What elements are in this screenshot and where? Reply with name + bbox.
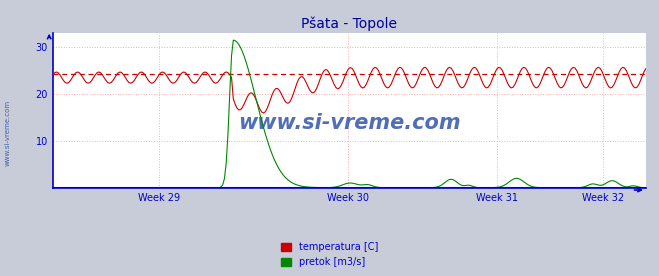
Legend: temperatura [C], pretok [m3/s]: temperatura [C], pretok [m3/s] <box>277 238 382 271</box>
Text: www.si-vreme.com: www.si-vreme.com <box>5 99 11 166</box>
Title: Pšata - Topole: Pšata - Topole <box>301 16 397 31</box>
Text: www.si-vreme.com: www.si-vreme.com <box>238 113 461 133</box>
